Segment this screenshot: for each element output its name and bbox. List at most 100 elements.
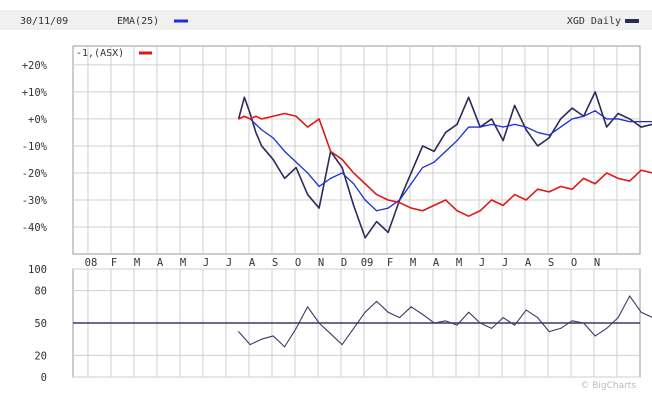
oscillator-point xyxy=(272,335,274,337)
x-tick-label: A xyxy=(157,257,164,269)
data-point xyxy=(353,183,355,185)
series-line-0 xyxy=(237,91,652,239)
data-point xyxy=(502,204,504,206)
data-point xyxy=(560,126,562,128)
data-point xyxy=(594,110,596,112)
data-point xyxy=(272,137,274,139)
data-point xyxy=(548,137,550,139)
oscillator-point xyxy=(514,324,516,326)
data-point xyxy=(284,177,286,179)
data-point xyxy=(261,129,263,131)
data-point xyxy=(376,210,378,212)
y-tick-label: 50 xyxy=(34,318,47,330)
data-point xyxy=(594,91,596,93)
y-tick-label: -30% xyxy=(22,195,48,207)
y-tick-label: -40% xyxy=(22,222,48,234)
data-point xyxy=(560,118,562,120)
oscillator-point xyxy=(594,335,596,337)
data-point xyxy=(479,126,481,128)
data-point xyxy=(548,191,550,193)
oscillator-point xyxy=(640,311,642,313)
x-tick-label: A xyxy=(249,257,256,269)
data-point xyxy=(571,188,573,190)
y-tick-label: 80 xyxy=(34,286,47,298)
x-tick-label: F xyxy=(111,257,117,269)
oscillator-point xyxy=(583,322,585,324)
price-panel: +20% +10% +0% -10% -20% -30% -40% 08 F M A M J J A S O N D… xyxy=(22,45,652,269)
oscillator-point xyxy=(491,327,493,329)
data-point xyxy=(571,107,573,109)
data-point xyxy=(341,172,343,174)
oscillator-point xyxy=(284,346,286,348)
data-point xyxy=(617,118,619,120)
data-point xyxy=(491,118,493,120)
data-point xyxy=(284,150,286,152)
data-point xyxy=(514,123,516,125)
data-point xyxy=(422,145,424,147)
series-line-2 xyxy=(238,112,652,217)
data-point xyxy=(399,202,401,204)
data-point xyxy=(560,185,562,188)
data-point xyxy=(537,188,539,190)
oscillator-point xyxy=(295,327,297,329)
data-point xyxy=(433,161,435,163)
data-point xyxy=(525,129,527,131)
x-tick-label: S xyxy=(272,257,278,269)
y-tick-label: 100 xyxy=(28,264,47,276)
y-tick-label: +20% xyxy=(22,60,48,72)
data-point xyxy=(468,96,470,98)
oscillator-point xyxy=(548,331,550,333)
oscillator-point xyxy=(525,309,527,311)
header-bar xyxy=(0,10,652,30)
y-tick-label: +0% xyxy=(28,114,48,126)
oscillator-point xyxy=(445,320,447,322)
data-point xyxy=(514,104,516,107)
oscillator-point xyxy=(353,327,355,329)
x-tick-label: J xyxy=(226,257,232,269)
oscillator-point xyxy=(364,311,366,313)
oscillator-point xyxy=(468,311,470,313)
y-tick-label: -20% xyxy=(22,168,48,180)
x-tick-label: J xyxy=(479,257,485,269)
oscillator-point xyxy=(422,313,424,315)
data-point xyxy=(502,139,504,142)
data-point xyxy=(387,231,389,233)
data-point xyxy=(243,96,245,98)
data-point xyxy=(261,145,263,147)
data-point xyxy=(364,199,366,201)
data-point xyxy=(468,215,470,217)
data-point xyxy=(272,115,274,117)
x-tick-label: M xyxy=(456,257,462,269)
data-point xyxy=(422,166,424,169)
oscillator-point xyxy=(238,331,240,333)
oscillator-point xyxy=(606,327,608,329)
y-tick-label: 0 xyxy=(41,372,47,384)
data-point xyxy=(468,126,470,128)
x-tick-label: N xyxy=(318,257,324,269)
data-point xyxy=(376,193,378,196)
data-point xyxy=(456,139,458,142)
oscillator-point xyxy=(387,311,389,313)
x-tick-label: A xyxy=(433,257,440,269)
data-point xyxy=(376,220,378,223)
data-point xyxy=(318,185,320,188)
oscillator-point xyxy=(456,324,458,326)
oscillator-point xyxy=(399,317,401,319)
data-point xyxy=(525,199,527,201)
data-point xyxy=(341,158,343,161)
data-point xyxy=(571,118,573,120)
x-tick-label: A xyxy=(525,257,532,269)
data-point xyxy=(249,118,251,120)
data-point xyxy=(537,131,539,134)
data-point xyxy=(295,115,297,117)
series-line-1 xyxy=(238,110,652,212)
data-point xyxy=(353,204,355,206)
data-point xyxy=(238,118,240,120)
data-point xyxy=(341,166,343,169)
x-tick-label: N xyxy=(594,257,600,269)
oscillator-point xyxy=(502,317,504,319)
data-point xyxy=(548,134,550,136)
oscillator-point xyxy=(479,322,481,324)
data-point xyxy=(640,169,642,171)
